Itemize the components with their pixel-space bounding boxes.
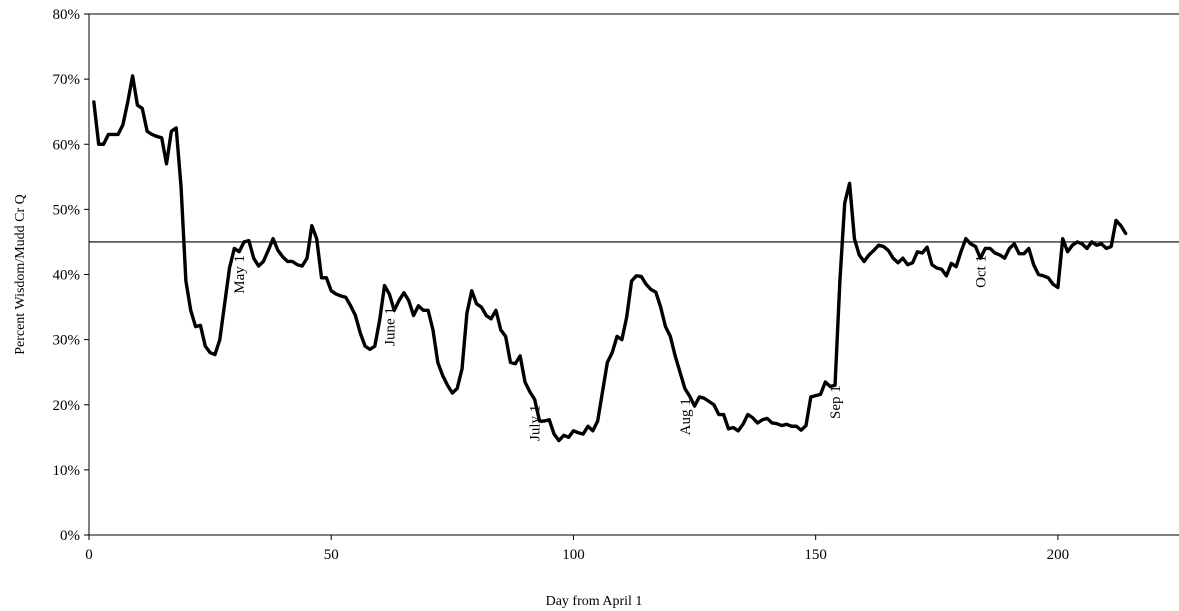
x-tick-label: 100 <box>562 547 585 563</box>
y-tick-label: 0% <box>60 528 80 544</box>
annotation-may-1: May 1 <box>232 255 248 294</box>
x-tick-label: 150 <box>804 547 827 563</box>
y-tick-label: 10% <box>53 463 81 479</box>
y-tick-label: 60% <box>53 137 81 153</box>
y-tick-label: 40% <box>53 268 81 284</box>
y-axis-ticks: 0% 10% 20% 30% 40% 50% 60% 70% 80% <box>53 7 89 544</box>
x-tick-label: 0 <box>85 547 93 563</box>
annotation-july-1: July 1 <box>528 405 544 441</box>
y-tick-label: 70% <box>53 72 81 88</box>
annotation-june-1: June 1 <box>382 307 398 346</box>
month-annotations: May 1 June 1 July 1 Aug 1 Sep 1 Oct 1 <box>232 255 989 441</box>
x-axis-title: Day from April 1 <box>546 594 643 609</box>
y-tick-label: 80% <box>53 7 81 23</box>
y-tick-label: 50% <box>53 202 81 218</box>
annotation-oct-1: Oct 1 <box>973 255 989 288</box>
x-tick-label: 50 <box>324 547 339 563</box>
x-axis-ticks: 0 50 100 150 200 <box>85 535 1069 563</box>
x-tick-label: 200 <box>1047 547 1070 563</box>
y-tick-label: 20% <box>53 398 81 414</box>
series-line <box>92 74 1128 443</box>
annotation-aug-1: Aug 1 <box>678 398 694 435</box>
annotation-sep-1: Sep 1 <box>828 385 844 419</box>
y-axis-title: Percent Wisdom/Mudd Cr Q <box>13 194 28 355</box>
y-tick-label: 30% <box>53 333 81 349</box>
